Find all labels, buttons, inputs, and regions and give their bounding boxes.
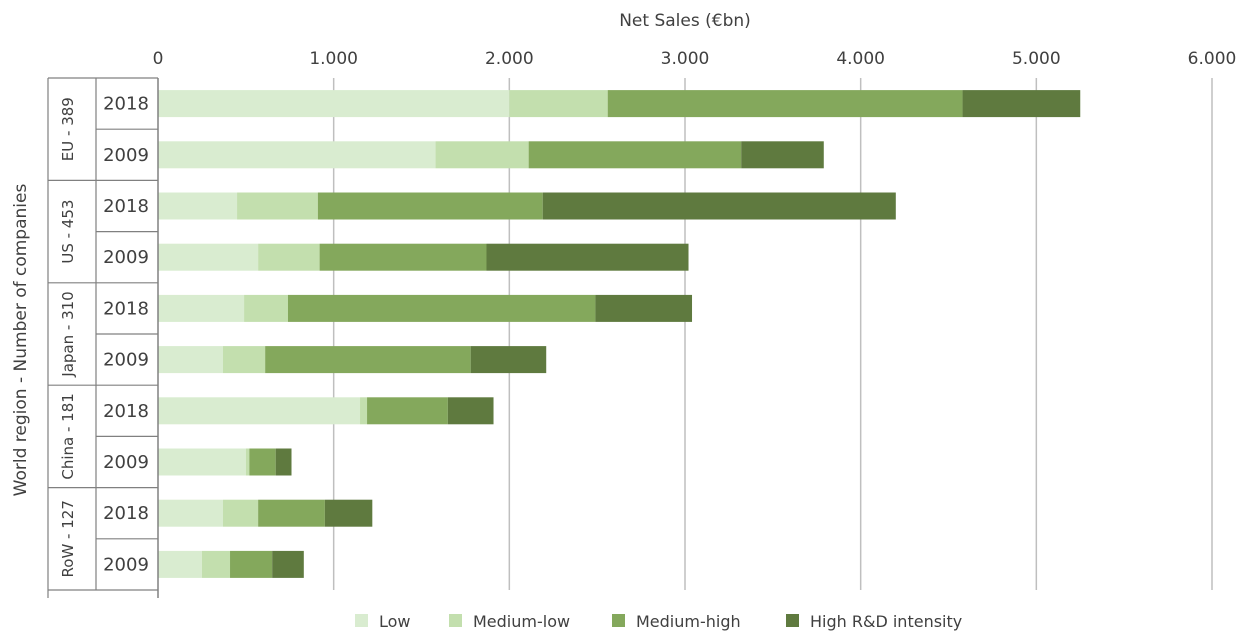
bar-segment [317, 192, 543, 220]
x-tick-label: 4.000 [836, 49, 885, 69]
bar-segment [324, 499, 373, 527]
region-group-label: Japan - 310 [59, 291, 77, 377]
bar-segment [244, 294, 288, 322]
row-year-label: 2009 [103, 554, 149, 575]
bar-segment [158, 90, 510, 118]
x-tick-label: 5.000 [1012, 49, 1061, 69]
bar-segment [158, 141, 436, 169]
row-year-label: 2009 [103, 350, 149, 371]
bar-segment [258, 499, 325, 527]
bar-segment [509, 90, 608, 118]
legend-swatch [612, 614, 625, 627]
row-year-label: 2009 [103, 247, 149, 268]
row-year-label: 2009 [103, 145, 149, 166]
bar-segment [158, 243, 259, 271]
bar-segment [158, 192, 238, 220]
row-year-label: 2009 [103, 452, 149, 473]
x-tick-label: 1.000 [309, 49, 358, 69]
bar-segment [158, 294, 245, 322]
x-axis-title: Net Sales (€bn) [619, 11, 751, 31]
bar-segment [607, 90, 963, 118]
legend: Low Medium-low Medium-high High R&D intensi… [355, 612, 962, 631]
legend-swatch [786, 614, 799, 627]
bar-segment [360, 397, 368, 425]
y-axis-title: World region - Number of companies [11, 184, 31, 497]
bar-segment [222, 499, 259, 527]
x-tick-label: 2.000 [485, 49, 534, 69]
bar-segment [528, 141, 742, 169]
row-year-label: 2018 [103, 401, 149, 422]
bar-segment [542, 192, 896, 220]
legend-label: Medium-high [636, 612, 741, 631]
bar-segment [275, 448, 292, 476]
legend-label: Low [379, 612, 411, 631]
region-group-label: China - 181 [59, 393, 77, 479]
bar-segment [249, 448, 276, 476]
legend-label: Medium-low [473, 612, 570, 631]
legend-swatch [449, 614, 462, 627]
y-axis: 2018 2009 EU - 389 2018 2009 US - 453 2018 2009… [47, 77, 159, 598]
legend-label: High R&D intensity [810, 612, 962, 631]
x-axis-ticks: 0 1.000 2.000 3.000 4.000 5.000 6.000 [153, 49, 1237, 69]
row-year-label: 2018 [103, 298, 149, 319]
bar-segment [470, 346, 547, 374]
bar-segment [265, 346, 471, 374]
legend-swatch [355, 614, 368, 627]
bar-segment [486, 243, 689, 271]
bar-segment [245, 448, 250, 476]
bar-segment [222, 346, 266, 374]
bar-segment [962, 90, 1081, 118]
bar-segment [158, 550, 202, 578]
bar-segment [287, 294, 596, 322]
region-group-label: RoW - 127 [59, 500, 77, 577]
bar-segment [158, 397, 361, 425]
row-year-label: 2018 [103, 94, 149, 115]
region-group-label: US - 453 [59, 200, 77, 264]
bar-segment [367, 397, 448, 425]
bar-segment [158, 499, 223, 527]
x-tick-label: 3.000 [661, 49, 710, 69]
bar-segment [447, 397, 494, 425]
bar-segment [741, 141, 824, 169]
bar-segment [201, 550, 231, 578]
row-year-label: 2018 [103, 503, 149, 524]
bar-segment [237, 192, 318, 220]
bar-segment [272, 550, 304, 578]
bar-segment [230, 550, 273, 578]
row-year-label: 2018 [103, 196, 149, 217]
bar-segment [158, 346, 223, 374]
x-tick-label: 0 [153, 49, 164, 69]
bar-segment [319, 243, 487, 271]
bar-segment [595, 294, 693, 322]
bar-segment [258, 243, 320, 271]
bars [158, 90, 1081, 578]
bar-segment [435, 141, 529, 169]
bar-segment [158, 448, 246, 476]
x-tick-label: 6.000 [1188, 49, 1237, 69]
region-group-label: EU - 389 [59, 97, 77, 161]
